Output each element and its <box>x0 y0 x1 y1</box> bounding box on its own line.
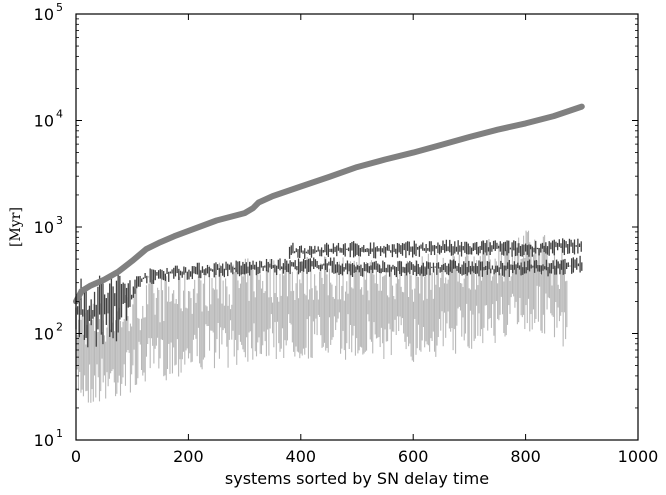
series-2 <box>288 238 582 259</box>
x-tick-label: 600 <box>398 447 429 466</box>
y-tick-label: 10 <box>34 5 54 24</box>
x-tick-label: 0 <box>71 447 81 466</box>
y-tick-exponent: 5 <box>56 1 63 14</box>
series-line <box>73 103 585 305</box>
plot-frame <box>75 13 639 441</box>
x-axis: 0 200 400 600 800 1000 <box>71 14 658 466</box>
y-tick-exponent: 4 <box>56 108 63 121</box>
y-tick-label: 10 <box>34 112 54 131</box>
series-3 <box>75 230 568 403</box>
series-0 <box>73 103 585 305</box>
y-tick-exponent: 2 <box>56 321 63 334</box>
y-tick-label: 10 <box>34 218 54 237</box>
y-axis-label: [Myr] <box>8 207 24 247</box>
data-layer <box>73 103 585 403</box>
y-tick-label: 10 <box>34 431 54 450</box>
y-tick-exponent: 1 <box>56 427 63 440</box>
x-axis-label: systems sorted by SN delay time <box>225 469 489 488</box>
x-tick-label: 200 <box>173 447 204 466</box>
x-tick-label: 400 <box>286 447 317 466</box>
x-tick-label: 1000 <box>618 447 659 466</box>
series-1 <box>75 255 583 348</box>
y-tick-label: 10 <box>34 325 54 344</box>
y-tick-exponent: 3 <box>56 214 63 227</box>
x-tick-label: 800 <box>510 447 541 466</box>
